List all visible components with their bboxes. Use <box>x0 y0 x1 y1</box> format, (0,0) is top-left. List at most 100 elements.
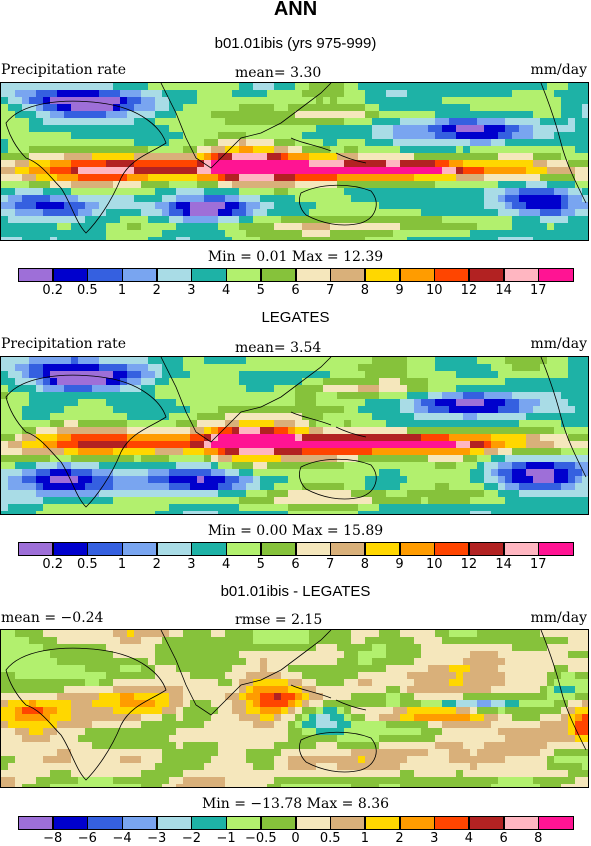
field-cell <box>134 665 142 673</box>
field-cell <box>428 672 436 680</box>
field-cell <box>365 223 373 231</box>
field-cell <box>99 188 107 196</box>
field-cell <box>330 371 338 379</box>
field-cell <box>407 371 415 379</box>
field-cell <box>218 237 226 240</box>
field-cell <box>71 483 79 491</box>
field-cell <box>260 679 268 687</box>
field-cell <box>204 202 212 210</box>
field-cell <box>260 104 268 112</box>
field-cell <box>365 202 373 210</box>
field-cell <box>288 693 296 701</box>
field-cell <box>260 371 268 379</box>
field-cell <box>85 462 93 470</box>
field-cell <box>127 104 135 112</box>
field-cell <box>421 434 429 442</box>
field-cell <box>337 672 345 680</box>
field-cell <box>582 357 588 365</box>
field-cell <box>302 406 310 414</box>
field-cell <box>281 97 289 105</box>
field-cell <box>435 651 443 659</box>
field-cell <box>358 700 366 708</box>
field-cell <box>561 483 569 491</box>
field-cell <box>351 385 359 393</box>
field-cell <box>141 707 149 715</box>
field-cell <box>470 364 478 372</box>
field-cell <box>428 658 436 666</box>
field-cell <box>43 385 51 393</box>
field-cell <box>92 707 100 715</box>
field-cell <box>386 230 394 238</box>
field-cell <box>435 223 443 231</box>
field-cell <box>176 125 184 133</box>
field-cell <box>526 693 534 701</box>
field-cell <box>267 216 275 224</box>
field-cell <box>393 139 401 147</box>
field-cell <box>414 693 422 701</box>
field-cell <box>344 230 352 238</box>
field-cell <box>463 216 471 224</box>
field-cell <box>519 497 527 505</box>
field-cell <box>554 427 562 435</box>
field-cell <box>526 230 534 238</box>
field-cell <box>456 497 464 505</box>
field-cell <box>246 160 254 168</box>
field-cell <box>442 441 450 449</box>
field-cell <box>540 392 548 400</box>
field-cell <box>204 209 212 217</box>
field-cell <box>99 665 107 673</box>
field-cell <box>470 237 478 240</box>
field-cell <box>456 644 464 652</box>
field-cell <box>582 118 588 126</box>
field-cell <box>78 160 86 168</box>
field-cell <box>456 399 464 407</box>
field-cell <box>526 504 534 512</box>
field-cell <box>92 476 100 484</box>
field-cell <box>57 476 65 484</box>
field-cell <box>386 160 394 168</box>
field-cell <box>344 497 352 505</box>
field-cell <box>302 118 310 126</box>
field-cell <box>449 427 457 435</box>
field-cell <box>309 230 317 238</box>
colorbar-swatch <box>434 268 470 282</box>
field-cell <box>36 392 44 400</box>
field-cell <box>36 160 44 168</box>
field-cell <box>85 167 93 175</box>
field-cell <box>533 476 541 484</box>
field-cell <box>330 167 338 175</box>
field-cell <box>253 209 261 217</box>
field-cell <box>323 700 331 708</box>
field-cell <box>71 630 79 638</box>
field-cell <box>267 97 275 105</box>
field-cell <box>491 427 499 435</box>
field-cell <box>239 707 247 715</box>
field-cell <box>309 441 317 449</box>
field-cell <box>197 378 205 386</box>
field-cell <box>449 188 457 196</box>
field-cell <box>183 132 191 140</box>
field-cell <box>414 125 422 133</box>
field-cell <box>344 672 352 680</box>
field-cell <box>449 83 457 91</box>
field-cell <box>260 658 268 666</box>
field-cell <box>85 104 93 112</box>
field-cell <box>365 188 373 196</box>
field-cell <box>232 153 240 161</box>
field-cell <box>85 413 93 421</box>
field-cell <box>288 364 296 372</box>
field-cell <box>540 357 548 365</box>
field-cell <box>1 371 9 379</box>
field-cell <box>547 679 555 687</box>
field-cell <box>386 441 394 449</box>
field-cell <box>351 181 359 189</box>
field-cell <box>141 693 149 701</box>
field-cell <box>162 679 170 687</box>
field-cell <box>64 202 72 210</box>
field-cell <box>295 364 303 372</box>
field-cell <box>78 132 86 140</box>
field-cell <box>400 90 408 98</box>
field-cell <box>561 399 569 407</box>
field-cell <box>8 167 16 175</box>
field-cell <box>288 146 296 154</box>
